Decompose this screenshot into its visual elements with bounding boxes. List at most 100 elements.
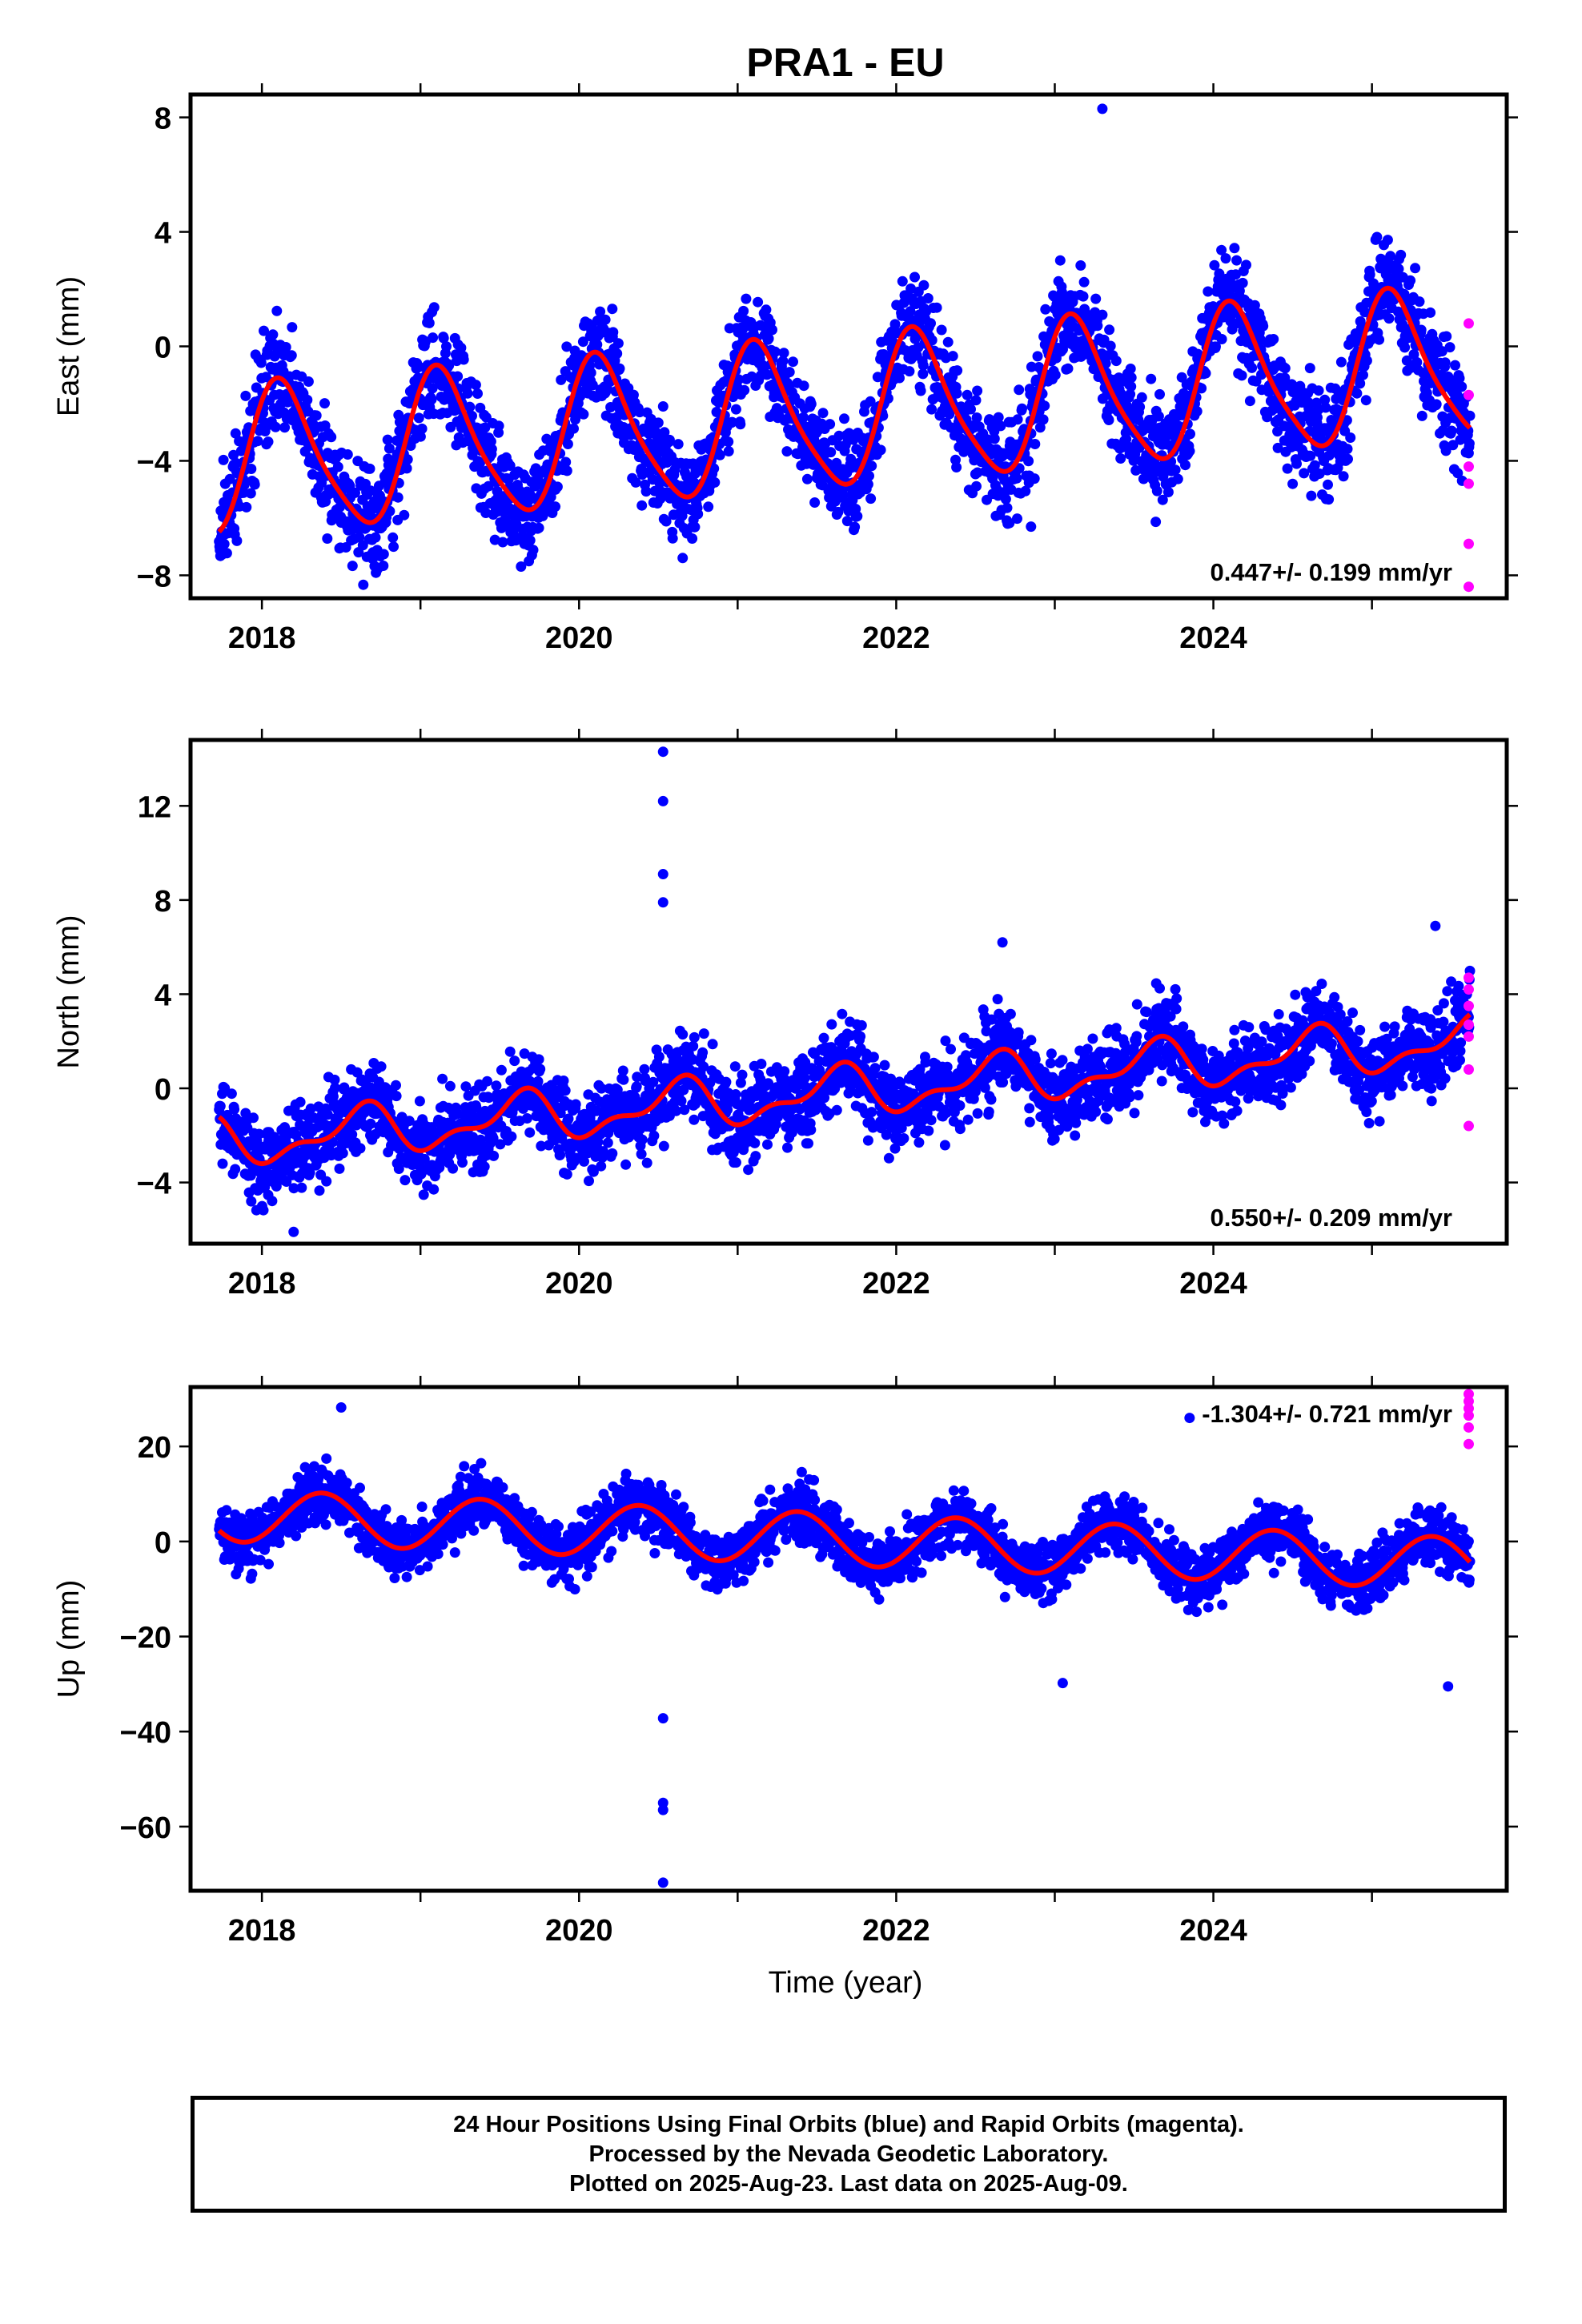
north-final-point [1013,1027,1024,1038]
east-final-point [1092,320,1103,332]
north-xtick-label: 2024 [1179,1267,1247,1301]
east-final-point [723,446,734,456]
east-final-point [562,439,573,449]
north-final-point [923,1125,934,1136]
east-final-point [1279,363,1291,374]
north-final-point [570,1099,581,1110]
north-final-point [258,1204,269,1216]
north-final-point [648,1130,660,1141]
east-final-point [1012,513,1022,525]
east-final-point [1323,494,1335,505]
east-final-point [1146,373,1157,384]
north-ytick-label: −4 [137,1168,171,1201]
north-final-point [636,1148,647,1160]
north-final-point [215,1100,226,1112]
north-final-point [862,1135,873,1146]
north-final-point [946,1043,956,1055]
east-final-point [865,493,877,505]
east-final-point [279,422,291,433]
east-final-point [875,444,886,456]
east-final-point [918,279,930,291]
north-final-point [697,1047,709,1058]
north-final-point [521,1113,532,1124]
east-final-point [1040,304,1051,315]
north-final-point [584,1176,594,1187]
north-final-point [689,1114,700,1125]
east-final-point [1247,362,1258,373]
east-final-point [1162,487,1174,497]
east-final-point [951,388,962,399]
east-final-point [1454,372,1465,384]
east-final-point [452,371,464,382]
east-final-point [464,401,476,412]
east-final-point [1416,410,1427,421]
east-final-point [585,368,596,378]
east-final-point [1020,485,1031,497]
north-final-point [479,1161,490,1172]
east-final-point [532,472,544,483]
east-final-point [224,473,235,485]
north-final-point [535,1063,546,1075]
east-final-point [693,509,704,520]
east-final-point [634,407,645,418]
north-final-point [1005,1008,1016,1019]
east-final-point [761,304,772,316]
east-final-point [657,401,669,412]
east-final-point [972,385,983,396]
east-final-point [382,434,393,445]
east-xtick-label: 2022 [862,621,930,655]
east-final-point [614,363,625,374]
east-final-point [1110,356,1122,367]
north-final-point [805,1124,817,1136]
east-final-point [1399,342,1411,353]
east-final-point [249,479,260,490]
east-final-point [1304,363,1315,374]
east-final-point [402,454,413,465]
east-final-point [1447,440,1459,451]
north-ytick-label: 0 [155,1073,171,1107]
east-final-point [1153,411,1164,422]
east-final-point [267,329,279,340]
east-final-point [1361,355,1372,366]
north-final-point [762,1139,773,1150]
east-final-point [709,463,720,474]
east-final-point [922,293,934,304]
east-final-point [1258,320,1269,332]
east-final-point [1062,363,1074,374]
east-final-point [474,458,485,469]
east-outlier-point [550,501,561,513]
east-final-point [905,306,916,317]
north-final-point [1046,1048,1057,1059]
east-final-point [1172,473,1183,485]
east-final-point [1136,392,1147,403]
east-final-point [612,348,623,359]
east-final-point [889,319,901,330]
east-ytick-label: −4 [137,445,171,479]
east-final-point [689,477,700,488]
east-final-point [805,399,817,409]
east-final-point [1446,425,1457,436]
east-final-point [228,449,239,460]
east-final-point [1268,334,1279,344]
east-final-point [592,339,603,350]
east-final-point [1078,276,1090,287]
north-final-point [729,1061,741,1072]
north-final-point [482,1076,492,1087]
east-final-point [378,549,389,560]
east-final-point [1464,438,1475,449]
north-final-point [248,1112,259,1124]
north-final-point [1043,1112,1054,1123]
east-final-point [1439,357,1451,368]
east-final-point [235,445,247,456]
east-final-point [441,341,452,352]
east-final-point [1038,414,1049,425]
east-final-point [993,412,1004,423]
east-fit-curve [217,285,1472,534]
east-final-point [849,521,861,533]
east-final-point [1014,384,1025,396]
north-final-point [558,1076,569,1086]
east-final-point [825,447,837,458]
east-final-point [711,407,722,417]
east-final-point [915,385,926,396]
